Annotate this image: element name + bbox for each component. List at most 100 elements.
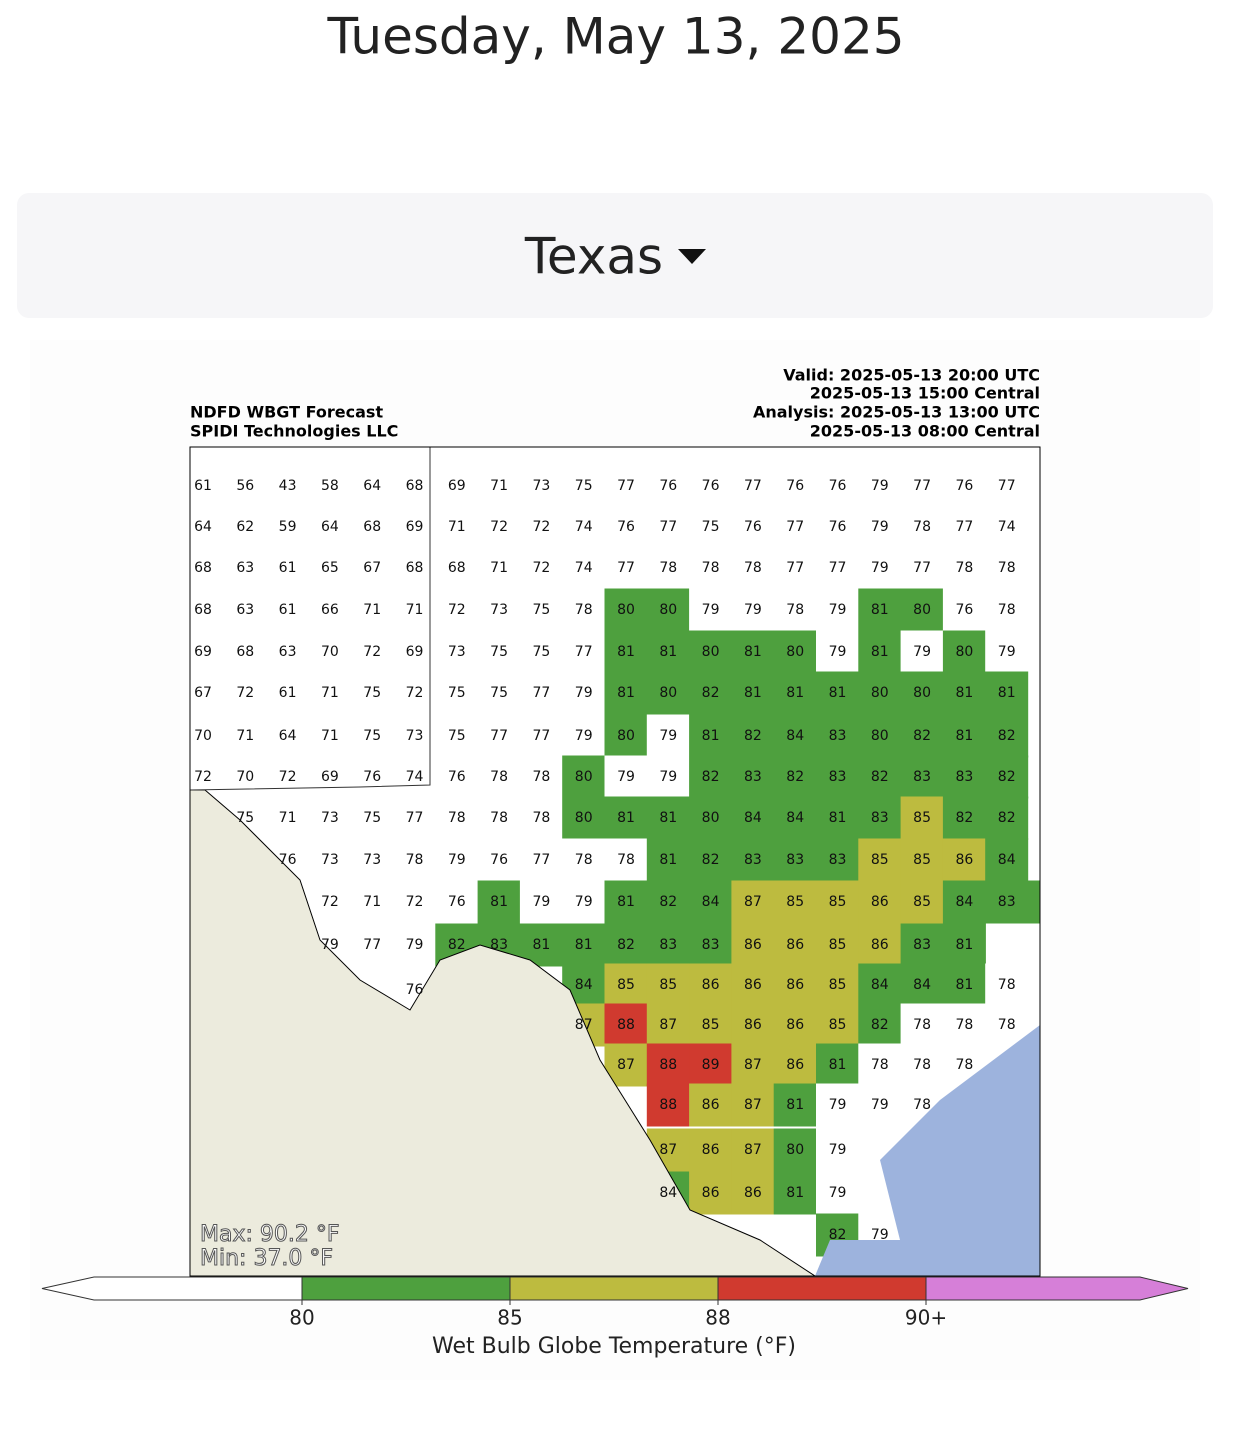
wbgt-cell [773, 588, 817, 632]
wbgt-cell [604, 714, 648, 758]
colorbar-segment [717, 1276, 927, 1301]
wbgt-cell [773, 755, 817, 799]
station-value: 81 [490, 894, 508, 910]
colorbar-tick-label: 88 [705, 1306, 730, 1330]
wbgt-cell [350, 671, 394, 715]
station-value: 87 [617, 1057, 635, 1073]
wbgt-cell [731, 714, 775, 758]
station-value: 75 [363, 810, 381, 826]
dropdown-label[interactable]: Texas [524, 228, 663, 286]
station-value: 77 [532, 728, 550, 744]
state-border [190, 447, 431, 791]
dropdown-caret[interactable] [678, 249, 706, 264]
station-value: 84 [744, 810, 762, 826]
wbgt-cell [773, 923, 817, 967]
station-value: 68 [406, 478, 424, 494]
wbgt-cell [646, 1083, 690, 1127]
station-value: 56 [236, 478, 254, 494]
station-value: 78 [998, 977, 1016, 993]
wbgt-cell [773, 1043, 817, 1087]
station-value: 84 [871, 977, 889, 993]
station-value: 75 [575, 478, 593, 494]
wbgt-cell [689, 671, 733, 715]
station-value: 76 [829, 478, 847, 494]
wbgt-cell [646, 505, 690, 549]
wbgt-cell [393, 546, 436, 590]
wbgt-cell [519, 588, 563, 632]
station-value: 77 [955, 519, 973, 535]
station-value: 75 [532, 644, 550, 660]
station-value: 73 [321, 852, 339, 868]
station-value: 85 [829, 977, 847, 993]
wbgt-cell [604, 923, 648, 967]
wbgt-cell [773, 630, 817, 674]
station-value: 85 [829, 894, 847, 910]
wbgt-cell [477, 796, 521, 840]
station-value: 79 [829, 644, 847, 660]
wbgt-cell [942, 923, 986, 967]
wbgt-cell [477, 880, 521, 924]
station-value: 77 [913, 560, 931, 576]
station-value: 82 [998, 810, 1016, 826]
station-value: 78 [998, 560, 1016, 576]
wbgt-cell [900, 838, 944, 882]
station-value: 87 [575, 1017, 593, 1033]
station-value: 76 [279, 852, 297, 868]
wbgt-cell [942, 546, 986, 590]
station-value: 81 [871, 644, 889, 660]
station-value: 78 [955, 1017, 973, 1033]
wbgt-cell [308, 505, 352, 549]
wbgt-cell [519, 546, 563, 590]
wbgt-cell [646, 1043, 690, 1087]
wbgt-cell [689, 546, 733, 590]
station-value: 71 [321, 685, 339, 701]
station-value: 87 [659, 1017, 677, 1033]
wbgt-cell [190, 505, 225, 549]
wbgt-cell [519, 505, 563, 549]
station-value: 89 [702, 1057, 720, 1073]
map-title: NDFD WBGT Forecast [190, 403, 383, 422]
wbgt-cell [731, 671, 775, 715]
wbgt-cell [519, 464, 563, 508]
wbgt-cell [519, 755, 563, 799]
station-value: 81 [998, 685, 1016, 701]
wbgt-cell [816, 588, 859, 632]
station-value: 76 [448, 769, 466, 785]
wbgt-cell [942, 714, 986, 758]
station-value: 83 [659, 937, 677, 953]
wbgt-cell [308, 880, 352, 924]
wbgt-cell [477, 671, 521, 715]
wbgt-cell [689, 588, 733, 632]
station-value: 80 [659, 602, 677, 618]
wbgt-cell [350, 588, 394, 632]
wbgt-cell [731, 546, 775, 590]
station-value: 78 [913, 1057, 931, 1073]
station-value: 69 [321, 769, 339, 785]
station-value: 78 [490, 769, 508, 785]
station-value: 81 [955, 937, 973, 953]
dropdown[interactable] [17, 193, 1213, 318]
station-value: 68 [363, 519, 381, 535]
wbgt-cell [266, 714, 310, 758]
wbgt-cell [435, 755, 479, 799]
station-value: 80 [913, 685, 931, 701]
wbgt-cell [942, 464, 986, 508]
station-value: 81 [955, 977, 973, 993]
wbgt-cell [308, 714, 352, 758]
wbgt-cell [477, 838, 521, 882]
wbgt-cell [816, 963, 859, 1007]
station-value: 85 [702, 1017, 720, 1033]
wbgt-cell [773, 671, 817, 715]
wbgt-cell [308, 588, 352, 632]
station-value: 86 [744, 937, 762, 953]
station-value: 86 [702, 1097, 720, 1113]
wbgt-cell [350, 714, 394, 758]
station-value: 85 [786, 894, 804, 910]
wbgt-cell [266, 546, 310, 590]
station-value: 81 [659, 852, 677, 868]
station-value: 76 [659, 478, 677, 494]
wbgt-cell [900, 1043, 944, 1087]
wbgt-cell [689, 796, 733, 840]
station-value: 80 [702, 810, 720, 826]
wbgt-cell [477, 588, 521, 632]
